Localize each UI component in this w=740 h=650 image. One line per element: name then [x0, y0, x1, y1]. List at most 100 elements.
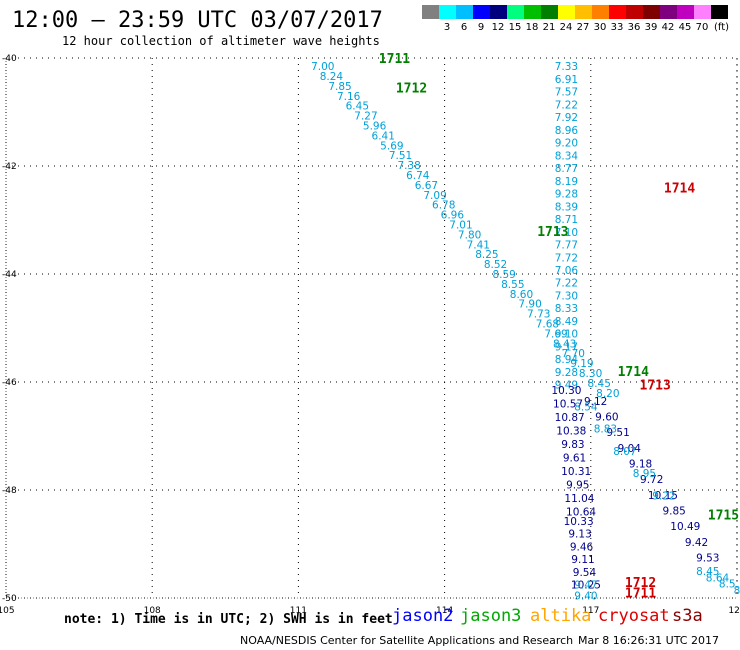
longitude-tick-label: 105: [0, 606, 15, 616]
latitude-tick-label: -44: [2, 270, 17, 280]
wave-height-label: 9.51: [606, 427, 629, 439]
wave-height-label: 7.27: [354, 111, 377, 123]
legend-label: 12: [491, 22, 505, 33]
wave-height-label: 7.38: [397, 160, 420, 172]
wave-height-label: 5.69: [380, 140, 403, 152]
wave-height-label: 9.19: [570, 358, 593, 370]
legend-unit: (ft): [714, 22, 730, 33]
wave-height-label: 7.73: [527, 309, 550, 321]
latitude-tick-label: -50: [2, 594, 17, 604]
wave-height-label: 9.85: [662, 506, 685, 518]
wave-height-label: 7.06: [555, 265, 579, 277]
wave-height-label: 6.41: [372, 130, 395, 142]
legend-label: 24: [559, 22, 573, 33]
legend-label: 30: [593, 22, 607, 33]
wave-height-label: 9.28: [555, 189, 578, 201]
legend-swatch: [473, 5, 490, 19]
legend-swatch: [422, 5, 439, 19]
legend-swatch: [541, 5, 558, 19]
wave-height-label: 10.64: [566, 507, 596, 519]
legend-label: 33: [610, 22, 624, 33]
wave-height-label: 7.10: [555, 227, 578, 239]
wave-height-label: 6.91: [555, 74, 578, 86]
wave-height-label: 8.59: [492, 269, 515, 281]
wave-height-label: 8.71: [555, 214, 578, 226]
wave-height-label: 9.53: [696, 553, 719, 565]
wave-height-label: 9.28: [555, 367, 578, 379]
wave-height-label: 7.85: [328, 81, 351, 93]
legend-label: 18: [525, 22, 539, 33]
wave-height-label: 7.70: [562, 348, 585, 360]
legend-label: 3: [443, 22, 451, 33]
wave-height-label: 8.45: [588, 378, 611, 390]
satellite-legend-altika: altika: [530, 606, 592, 626]
wave-height-label: 7.68: [536, 319, 559, 331]
longitude-tick-label: 114: [436, 606, 453, 616]
map-grid: [5, 57, 738, 599]
axis-labels: 105 108 111 114 117 120 -40 -42 -44 -46 -48 -50: [0, 54, 740, 616]
legend-swatch: [694, 5, 711, 19]
wave-height-label: 8.83: [594, 424, 617, 436]
wave-height-label: 10.25: [571, 580, 601, 592]
wave-height-label: 8.30: [579, 368, 602, 380]
legend-swatch: [660, 5, 677, 19]
pass-number-label: 1711: [625, 587, 656, 602]
wave-height-label: 7.90: [518, 299, 541, 311]
wave-height-label: 8.24: [320, 71, 344, 83]
wave-height-label: 8.60: [510, 289, 533, 301]
wave-height-label: 8: [734, 585, 740, 597]
generation-timestamp: Mar 8 16:26:31 UTC 2017: [578, 634, 719, 647]
wave-height-label: 7.01: [449, 220, 472, 232]
wave-height-label: 8.07: [613, 446, 636, 458]
wave-height-label: 10.31: [561, 466, 591, 478]
legend-label: 70: [695, 22, 709, 33]
credit-text: NOAA/NESDIS Center for Satellite Applica…: [240, 634, 574, 647]
wave-height-label: 10.30: [551, 385, 581, 397]
wave-height-label: 8.55: [501, 279, 524, 291]
wave-height-label: 8.5: [719, 579, 736, 591]
wave-height-label: 10.87: [555, 412, 585, 424]
wave-height-label: 9.54: [573, 567, 597, 579]
satellite-tracks: 7.008.247.857.166.457.275.966.415.697.51…: [311, 61, 740, 602]
wave-height-label: 9.40: [574, 590, 597, 602]
wave-height-label: 8.64: [706, 572, 730, 584]
legend-swatch: [711, 5, 728, 19]
wave-height-label: 7.51: [389, 150, 412, 162]
wave-height-label: 7.22: [555, 278, 578, 290]
legend-swatch: [626, 5, 643, 19]
legend-swatch: [490, 5, 507, 19]
legend-swatch: [575, 5, 592, 19]
wave-height-label: 7.92: [555, 112, 578, 124]
wave-height-label: 11.04: [564, 493, 594, 505]
wave-height-label: 6.45: [346, 101, 369, 113]
latitude-tick-label: -42: [2, 162, 17, 172]
wave-height-label: 7.69: [544, 328, 567, 340]
wave-height-label: 7.77: [555, 240, 578, 252]
legend-swatch: [643, 5, 660, 19]
wave-height-label: 9.18: [629, 459, 652, 471]
satellite-legend-jason2: jason2: [392, 606, 454, 626]
wave-height-label: 9.17: [555, 341, 578, 353]
wave-height-label: 7.72: [555, 252, 578, 264]
wave-height-label: 9.61: [563, 453, 586, 465]
wave-height-label: 8.19: [555, 176, 578, 188]
legend-swatch: [439, 5, 456, 19]
legend-label: 9: [477, 22, 485, 33]
legend-label: 39: [644, 22, 658, 33]
satellite-legend-jason3: jason3: [460, 606, 522, 626]
wave-height-label: 10.49: [670, 521, 700, 533]
wave-height-label: 8.94: [555, 354, 579, 366]
pass-number-label: 1712: [625, 576, 656, 591]
pass-number-label: 1713: [640, 379, 671, 394]
wave-height-label: 7.30: [555, 290, 578, 302]
legend-label: 27: [576, 22, 590, 33]
pass-number-label: 1714: [664, 182, 695, 197]
footer-note: note: 1) Time is in UTC; 2) SWH is in fe…: [64, 612, 393, 627]
wave-height-label: 10.15: [648, 490, 678, 502]
satellite-legend-s3a: s3a: [672, 606, 703, 626]
wave-height-label: 9.83: [561, 439, 584, 451]
wave-height-label: 9.46: [570, 541, 594, 553]
pass-number-label: 1714: [618, 365, 649, 380]
legend-label: 45: [678, 22, 692, 33]
